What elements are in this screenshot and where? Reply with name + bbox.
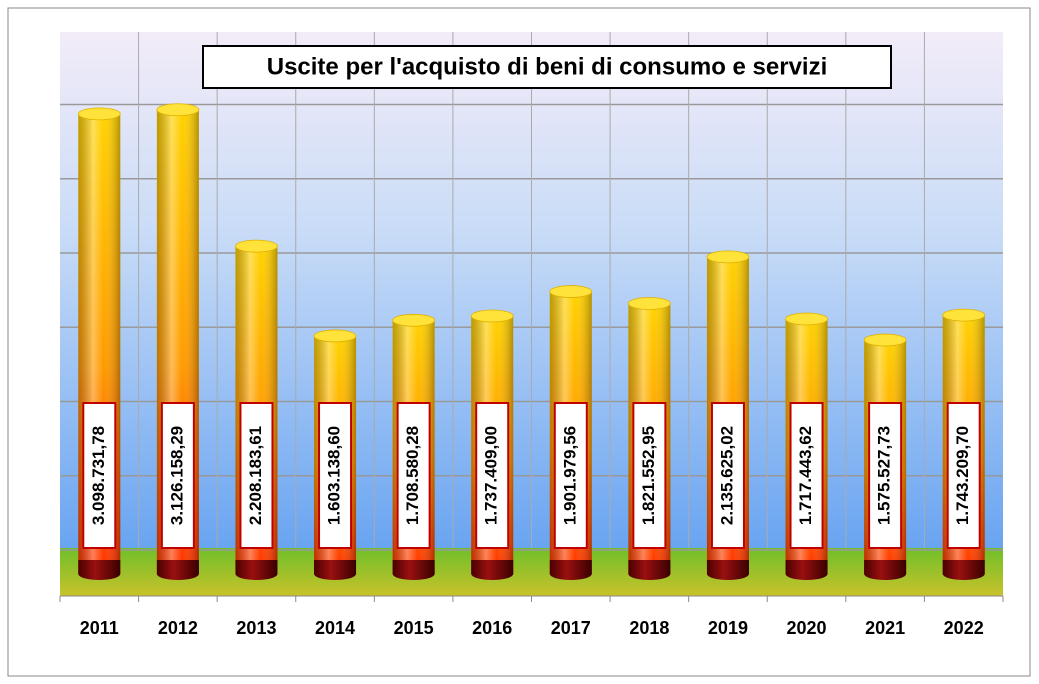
bar-bottom [156,560,199,574]
bar-top [549,285,593,298]
value-label-box [396,402,431,549]
x-tick-label: 2022 [944,618,984,638]
value-label-box [82,402,117,549]
x-tick-label: 2015 [394,618,434,638]
value-label-box [318,402,353,549]
chart-title: Uscite per l'acquisto di beni di consumo… [267,53,828,80]
value-label-box [239,402,274,549]
x-tick-label: 2012 [158,618,198,638]
value-label: 1.575.527,73 [875,426,894,525]
x-tick-label: 2021 [865,618,905,638]
bar-top [785,312,828,326]
x-tick-label: 2016 [472,618,512,638]
value-label-box [160,402,195,549]
bar-top [863,333,907,347]
bar-top [392,313,436,327]
bar-bottom [864,560,907,574]
value-label-box [868,402,903,549]
value-label: 2.208.183,61 [246,426,265,525]
bar-bottom [942,560,985,574]
floor [60,548,1003,596]
x-tick-label: 2011 [80,618,119,638]
bar-top [313,329,357,343]
value-label: 1.737.409,00 [482,426,501,525]
value-label-box [789,402,824,549]
x-tick-label: 2013 [236,618,276,638]
bar-top [706,250,750,264]
x-tick-label: 2019 [708,618,748,638]
x-tick-label: 2018 [629,618,669,638]
value-label-box [946,402,981,549]
value-label: 1.901.979,56 [560,426,579,525]
value-label: 1.743.209,70 [953,426,972,525]
bar-bottom [314,560,357,574]
bar-top [470,309,514,323]
value-label: 1.717.443,62 [796,426,815,525]
bar-bottom [628,560,671,574]
bar-bottom [785,560,828,574]
x-tick-label: 2014 [315,618,355,638]
bar-bottom [549,560,592,574]
title-box [202,45,892,89]
value-label-box [710,402,745,549]
bar-top [627,297,671,310]
value-label: 1.708.580,28 [403,426,422,525]
value-label-box [553,402,588,549]
value-label: 3.098.731,78 [89,426,108,525]
bar-top [942,308,986,322]
value-label: 1.603.138,60 [325,426,344,525]
bar-top [235,239,278,253]
value-label: 2.135.625,02 [717,426,736,525]
value-label: 3.126.158,29 [167,426,186,525]
bar-bottom [706,560,749,574]
bar-bottom [78,560,121,574]
bar-bottom [235,560,278,574]
bar-top [77,107,121,121]
x-tick-label: 2020 [787,618,827,638]
value-label: 1.821.552,95 [639,426,658,525]
bar-bottom [392,560,435,574]
bar-bottom [471,560,514,574]
x-tick-label: 2017 [551,618,591,638]
bar-top [156,103,200,117]
value-label-box [475,402,510,549]
value-label-box [632,402,667,549]
